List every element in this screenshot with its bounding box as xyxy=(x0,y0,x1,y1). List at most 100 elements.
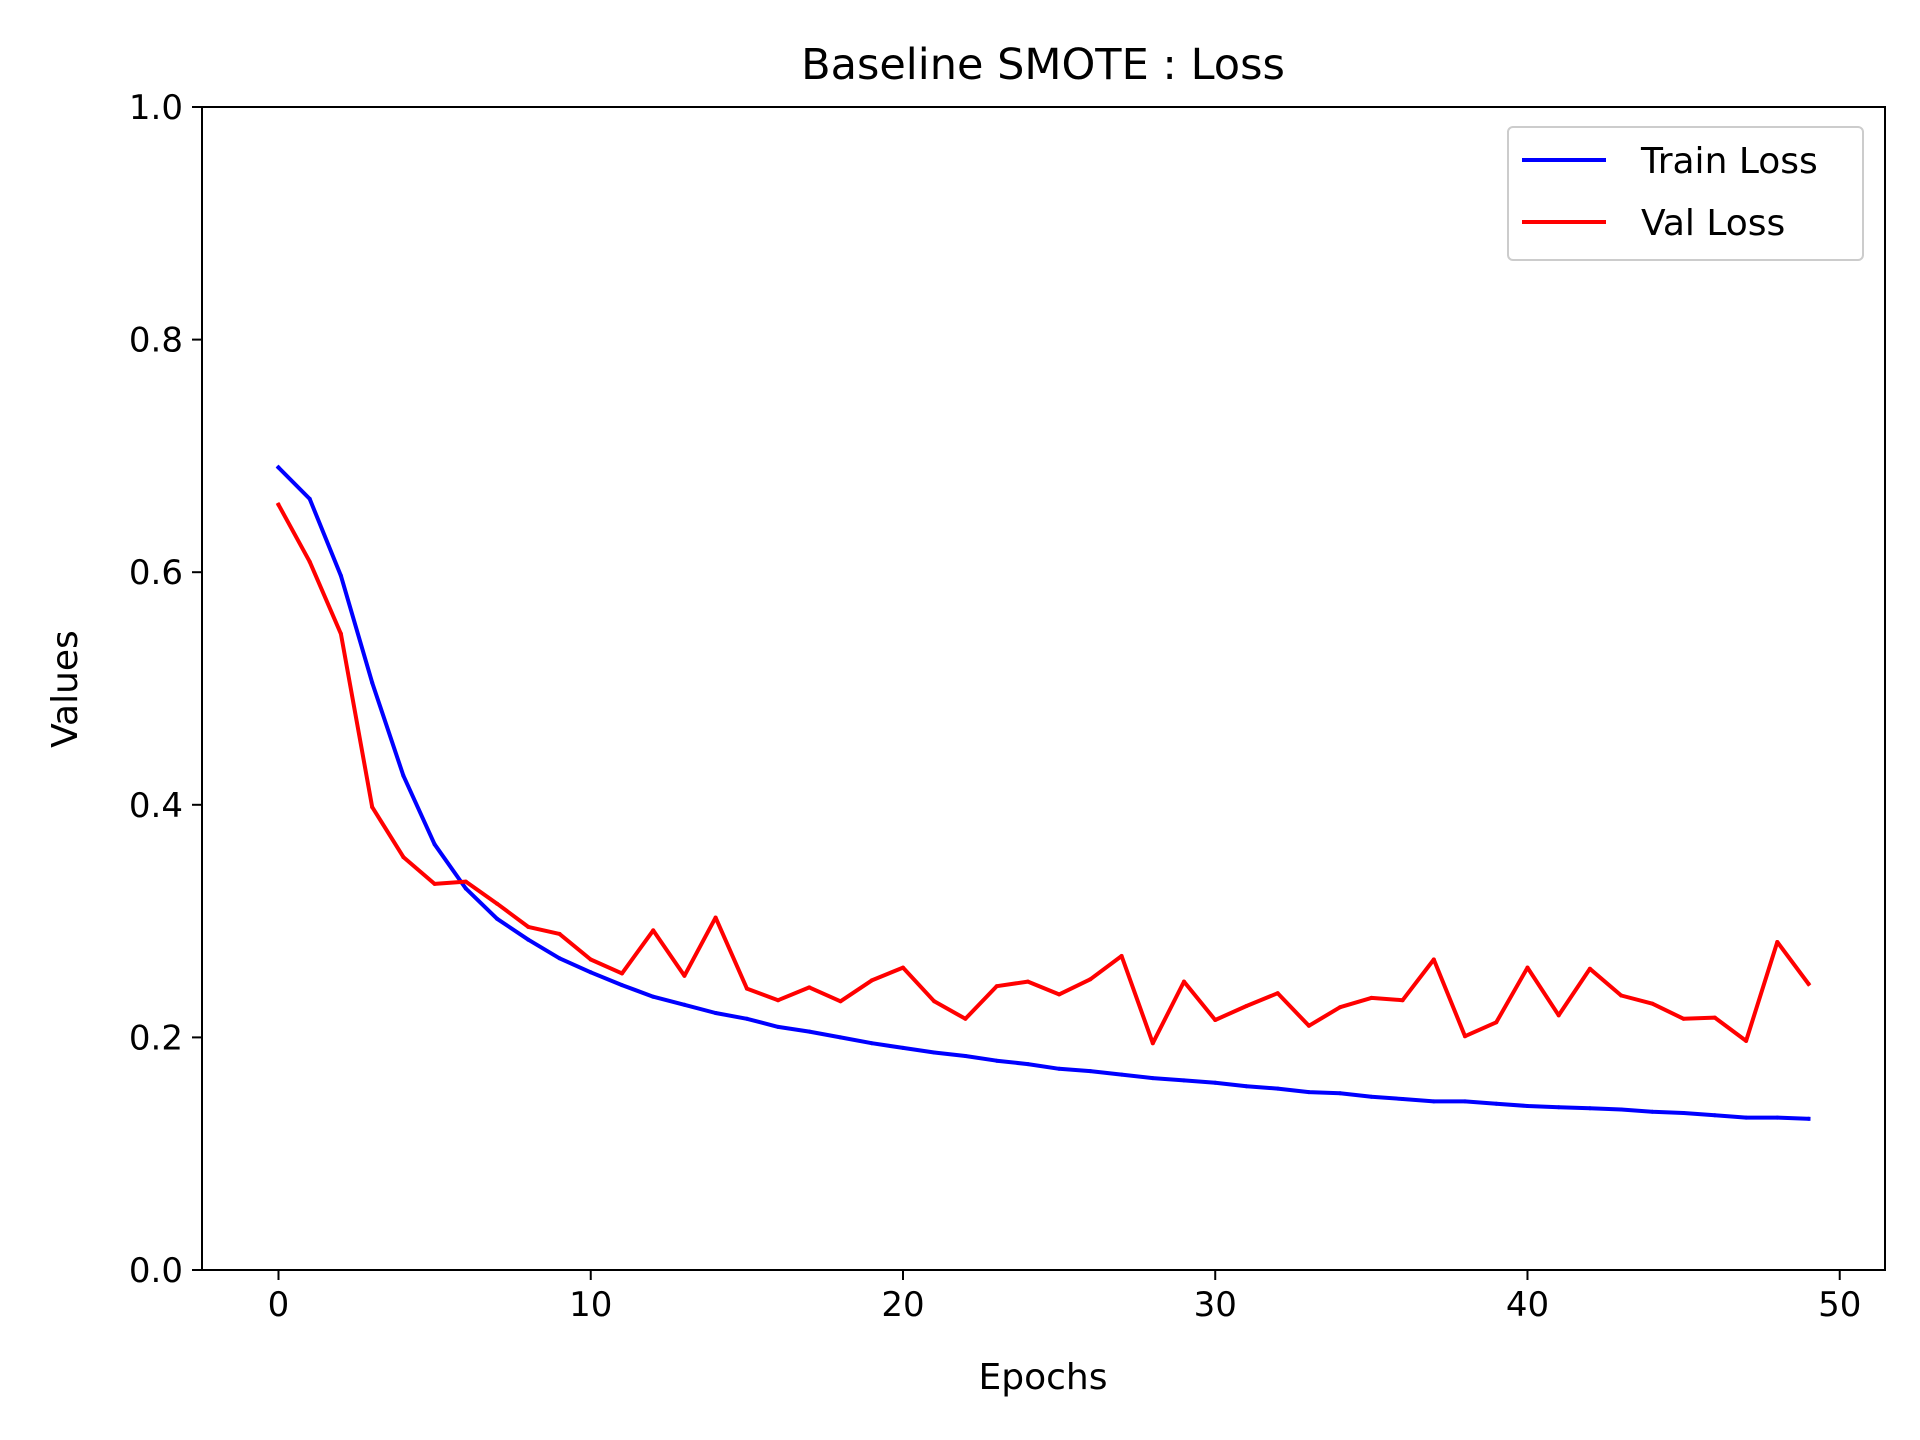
x-tick-label: 10 xyxy=(569,1285,612,1325)
data-point-val-loss xyxy=(1431,957,1436,962)
data-point-train-loss xyxy=(1088,1069,1093,1074)
data-point-val-loss xyxy=(1556,1013,1561,1018)
data-point-train-loss xyxy=(1681,1111,1686,1115)
data-point-train-loss xyxy=(932,1050,937,1055)
data-point-train-loss xyxy=(1619,1107,1624,1112)
data-point-val-loss xyxy=(526,924,531,929)
x-tick-label: 30 xyxy=(1194,1285,1237,1325)
data-point-train-loss xyxy=(1494,1101,1499,1106)
x-tick-label: 20 xyxy=(881,1285,924,1325)
data-point-train-loss xyxy=(1712,1113,1717,1118)
data-point-train-loss xyxy=(901,1045,905,1050)
y-tick-label: 1.0 xyxy=(129,88,183,128)
data-point-train-loss xyxy=(1400,1097,1405,1101)
data-point-train-loss xyxy=(807,1029,812,1034)
data-point-val-loss xyxy=(1088,977,1093,982)
y-tick-label: 0.2 xyxy=(129,1018,183,1058)
data-point-train-loss xyxy=(1338,1091,1343,1096)
data-point-train-loss xyxy=(1213,1080,1218,1085)
data-point-val-loss xyxy=(1338,1005,1343,1010)
y-axis-label: Values xyxy=(45,630,86,748)
data-point-val-loss xyxy=(1712,1015,1717,1020)
data-point-val-loss xyxy=(557,931,562,936)
x-axis-ticks: 0 10 20 30 40 50 xyxy=(268,1270,1861,1325)
data-point-train-loss xyxy=(1244,1084,1249,1089)
data-point-train-loss xyxy=(682,1002,687,1007)
data-point-val-loss xyxy=(1650,1001,1655,1006)
data-point-val-loss xyxy=(869,978,874,983)
data-point-train-loss xyxy=(338,573,343,578)
data-point-val-loss xyxy=(495,901,500,906)
data-point-val-loss xyxy=(1525,965,1530,970)
data-point-val-loss xyxy=(276,502,281,507)
data-point-val-loss xyxy=(651,928,656,933)
y-tick-label: 0.8 xyxy=(129,321,183,361)
data-point-train-loss xyxy=(370,680,375,685)
plot-frame xyxy=(201,106,1886,1271)
data-point-train-loss xyxy=(463,886,468,891)
data-point-train-loss xyxy=(1057,1066,1062,1071)
plot-lines xyxy=(275,464,1812,1121)
data-point-val-loss xyxy=(1025,979,1030,984)
data-point-val-loss xyxy=(1775,940,1780,944)
data-point-val-loss xyxy=(1057,992,1062,997)
data-point-val-loss xyxy=(1306,1023,1311,1028)
data-point-train-loss xyxy=(651,994,656,999)
data-point-val-loss xyxy=(432,881,437,886)
data-point-val-loss xyxy=(1494,1020,1499,1025)
data-point-val-loss xyxy=(620,971,624,976)
data-point-train-loss xyxy=(1744,1115,1749,1120)
y-tick-label: 0.6 xyxy=(129,553,183,593)
data-point-train-loss xyxy=(1431,1099,1436,1104)
data-point-val-loss xyxy=(1119,954,1124,958)
x-axis-label: Epochs xyxy=(979,1357,1108,1398)
data-point-train-loss xyxy=(869,1041,874,1046)
data-point-train-loss xyxy=(1556,1105,1561,1110)
data-point-val-loss xyxy=(963,1016,968,1021)
data-point-val-loss xyxy=(1369,995,1374,1000)
data-point-train-loss xyxy=(526,937,531,942)
data-point-val-loss xyxy=(713,915,718,920)
data-point-train-loss xyxy=(1463,1099,1467,1104)
legend-label-val-loss: Val Loss xyxy=(1641,203,1785,244)
data-point-val-loss xyxy=(1587,966,1592,971)
data-point-train-loss xyxy=(307,496,312,501)
data-point-train-loss xyxy=(713,1011,718,1015)
data-point-train-loss xyxy=(963,1054,968,1058)
data-point-val-loss xyxy=(901,965,905,970)
data-point-train-loss xyxy=(1182,1078,1186,1083)
data-point-val-loss xyxy=(1681,1016,1686,1021)
data-point-train-loss xyxy=(401,773,406,778)
data-point-val-loss xyxy=(338,631,343,636)
data-point-val-loss xyxy=(370,805,375,810)
data-point-val-loss xyxy=(838,999,843,1004)
y-tick-label: 0.4 xyxy=(129,786,183,826)
y-axis-ticks: 0.0 0.2 0.4 0.6 0.8 1.0 xyxy=(129,88,202,1291)
y-tick-label: 0.0 xyxy=(129,1251,183,1291)
data-point-train-loss xyxy=(1119,1072,1124,1077)
data-point-train-loss xyxy=(1775,1115,1780,1120)
data-point-train-loss xyxy=(1587,1106,1592,1111)
data-point-train-loss xyxy=(1275,1086,1280,1091)
data-point-val-loss xyxy=(744,986,749,991)
data-point-train-loss xyxy=(1650,1109,1655,1114)
data-point-train-loss xyxy=(776,1024,781,1029)
data-point-val-loss xyxy=(588,957,593,962)
x-tick-label: 50 xyxy=(1818,1285,1861,1325)
data-point-train-loss xyxy=(1806,1116,1811,1121)
legend: Train Loss Val Loss xyxy=(1507,126,1864,261)
data-point-val-loss xyxy=(1463,1034,1467,1039)
data-point-val-loss xyxy=(1806,981,1811,986)
x-tick-label: 40 xyxy=(1506,1285,1549,1325)
data-point-train-loss xyxy=(1150,1076,1155,1081)
data-point-train-loss xyxy=(588,970,593,975)
data-point-train-loss xyxy=(432,842,437,847)
data-point-train-loss xyxy=(838,1035,843,1040)
data-point-train-loss xyxy=(1306,1090,1311,1095)
chart-title: Baseline SMOTE : Loss xyxy=(801,40,1285,90)
data-point-val-loss xyxy=(1182,979,1186,984)
data-point-val-loss xyxy=(994,984,999,989)
data-point-val-loss xyxy=(1150,1041,1155,1046)
data-point-train-loss xyxy=(1025,1062,1030,1067)
